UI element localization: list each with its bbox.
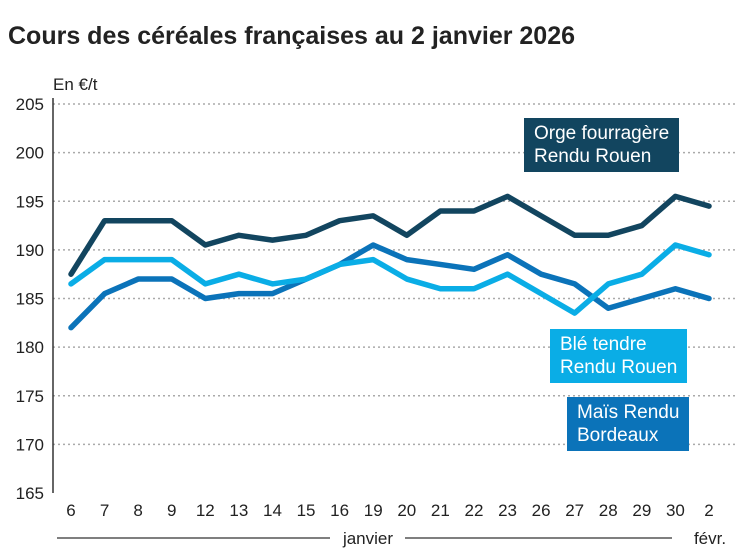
x-tick-label: 19 <box>364 501 383 520</box>
x-tick-label: 14 <box>263 501 282 520</box>
x-tick-label: 6 <box>66 501 75 520</box>
chart-title: Cours des céréales françaises au 2 janvi… <box>8 22 576 50</box>
series-line-2 <box>68 242 712 331</box>
x-tick-label: 26 <box>532 501 551 520</box>
label-line: Rendu Rouen <box>560 357 678 378</box>
x-tick-label: 27 <box>565 501 584 520</box>
y-axis-label: En €/t <box>53 75 98 94</box>
label-line: Blé tendre <box>560 334 647 355</box>
x-tick-label: 8 <box>133 501 142 520</box>
series-line-1 <box>68 242 712 316</box>
y-tick-label: 165 <box>16 484 44 503</box>
x-tick-label: 9 <box>167 501 176 520</box>
y-tick-label: 170 <box>16 435 44 454</box>
y-tick-label: 205 <box>16 95 44 114</box>
series-line-0 <box>68 193 712 277</box>
x-tick-label: 12 <box>196 501 215 520</box>
x-tick-label: 30 <box>666 501 685 520</box>
x-tick-label: 29 <box>632 501 651 520</box>
x-tick-label: 16 <box>330 501 349 520</box>
y-tick-label: 175 <box>16 387 44 406</box>
label-line: Rendu Rouen <box>534 146 652 167</box>
y-tick-label: 195 <box>16 192 44 211</box>
x-tick-label: 2 <box>704 501 713 520</box>
series-label-orge: Orge fourragère Rendu Rouen <box>524 118 680 172</box>
x-tick-label: 15 <box>297 501 316 520</box>
x-tick-label: 22 <box>464 501 483 520</box>
label-line: Maïs Rendu <box>577 402 680 423</box>
series-label-ble: Blé tendre Rendu Rouen <box>550 329 688 383</box>
x-tick-label: 28 <box>599 501 618 520</box>
label-line: Orge fourragère <box>534 123 670 144</box>
y-tick-label: 200 <box>16 144 44 163</box>
x-tick-label: 13 <box>229 501 248 520</box>
x-tick-label: 21 <box>431 501 450 520</box>
x-tick-label: 20 <box>397 501 416 520</box>
series-label-mais: Maïs Rendu Bordeaux <box>567 397 690 451</box>
y-tick-label: 190 <box>16 241 44 260</box>
month-label: janvier <box>342 529 393 548</box>
x-tick-label: 7 <box>100 501 109 520</box>
month-label: févr. <box>694 529 726 548</box>
y-tick-label: 185 <box>16 290 44 309</box>
label-line: Bordeaux <box>577 425 659 446</box>
y-tick-label: 180 <box>16 338 44 357</box>
x-tick-label: 23 <box>498 501 517 520</box>
